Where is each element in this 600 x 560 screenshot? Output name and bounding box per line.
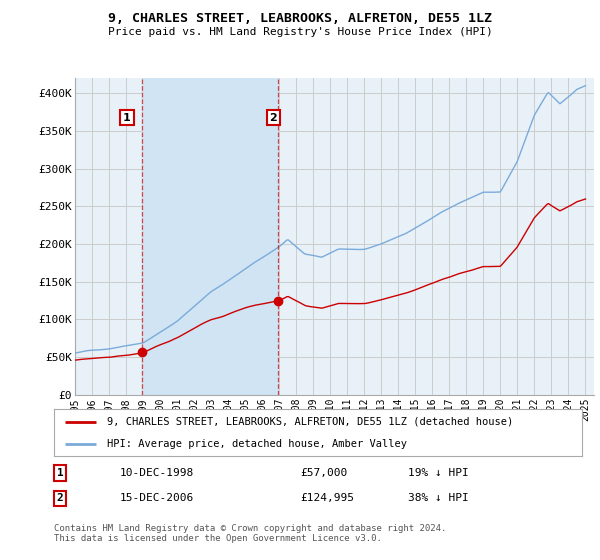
Text: 19% ↓ HPI: 19% ↓ HPI — [408, 468, 469, 478]
Text: 1: 1 — [56, 468, 64, 478]
Text: 15-DEC-2006: 15-DEC-2006 — [120, 493, 194, 503]
Text: £57,000: £57,000 — [300, 468, 347, 478]
Text: Contains HM Land Registry data © Crown copyright and database right 2024.
This d: Contains HM Land Registry data © Crown c… — [54, 524, 446, 543]
Text: 2: 2 — [56, 493, 64, 503]
Text: 9, CHARLES STREET, LEABROOKS, ALFRETON, DE55 1LZ (detached house): 9, CHARLES STREET, LEABROOKS, ALFRETON, … — [107, 417, 513, 427]
Text: 2: 2 — [269, 113, 277, 123]
Text: 10-DEC-1998: 10-DEC-1998 — [120, 468, 194, 478]
Bar — [142, 78, 278, 395]
Text: Price paid vs. HM Land Registry's House Price Index (HPI): Price paid vs. HM Land Registry's House … — [107, 27, 493, 37]
Text: HPI: Average price, detached house, Amber Valley: HPI: Average price, detached house, Ambe… — [107, 438, 407, 449]
Text: £124,995: £124,995 — [300, 493, 354, 503]
Text: 9, CHARLES STREET, LEABROOKS, ALFRETON, DE55 1LZ: 9, CHARLES STREET, LEABROOKS, ALFRETON, … — [108, 12, 492, 25]
Text: 1: 1 — [123, 113, 131, 123]
Text: 38% ↓ HPI: 38% ↓ HPI — [408, 493, 469, 503]
